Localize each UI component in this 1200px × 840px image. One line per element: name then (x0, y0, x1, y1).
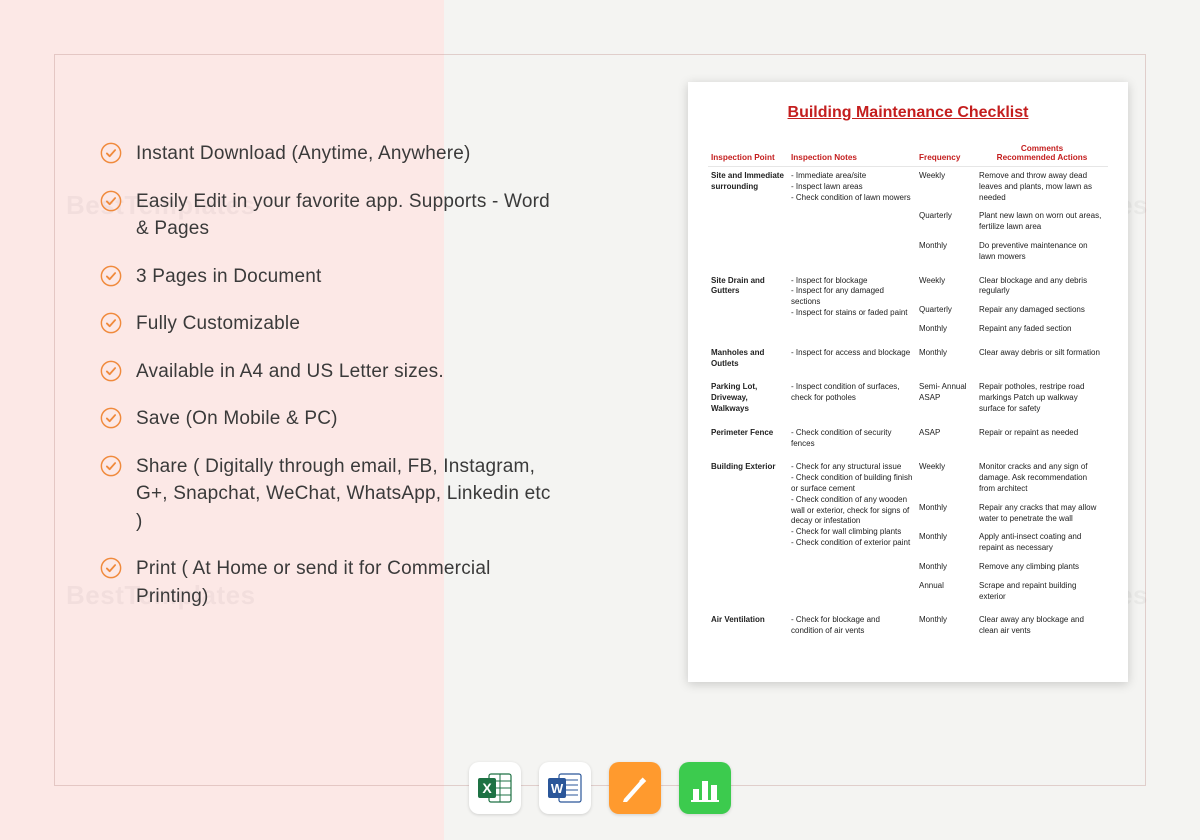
feature-text: Easily Edit in your favorite app. Suppor… (136, 188, 560, 243)
feature-item: Fully Customizable (100, 310, 560, 338)
inspection-notes: Check condition of security fences (788, 419, 916, 454)
comments-cell: Apply anti-insect coating and repaint as… (976, 528, 1108, 558)
word-icon[interactable]: W (539, 762, 591, 814)
check-icon (100, 455, 122, 477)
svg-text:X: X (482, 780, 492, 796)
inspection-point: Site Drain and Gutters (708, 267, 788, 339)
feature-text: Available in A4 and US Letter sizes. (136, 358, 444, 386)
feature-item: Available in A4 and US Letter sizes. (100, 358, 560, 386)
table-header: CommentsRecommended Actions (976, 140, 1108, 167)
comments-cell: Do preventive maintenance on lawn mowers (976, 237, 1108, 267)
check-icon (100, 360, 122, 382)
frequency-cell: Weekly (916, 167, 976, 208)
feature-text: Save (On Mobile & PC) (136, 405, 338, 433)
feature-text: 3 Pages in Document (136, 263, 321, 291)
comments-cell: Remove any climbing plants (976, 558, 1108, 577)
feature-text: Print ( At Home or send it for Commercia… (136, 555, 560, 610)
table-row: Parking Lot, Driveway, WalkwaysInspect c… (708, 373, 1108, 418)
comments-cell: Clear away any blockage and clean air ve… (976, 606, 1108, 641)
comments-cell: Clear blockage and any debris regularly (976, 267, 1108, 302)
inspection-point: Site and Immediate surrounding (708, 167, 788, 267)
comments-cell: Scrape and repaint building exterior (976, 577, 1108, 607)
feature-text: Fully Customizable (136, 310, 300, 338)
inspection-notes: Immediate area/siteInspect lawn areasChe… (788, 167, 916, 267)
table-row: Site and Immediate surroundingImmediate … (708, 167, 1108, 208)
table-header: Inspection Notes (788, 140, 916, 167)
check-icon (100, 265, 122, 287)
frequency-cell: Monthly (916, 237, 976, 267)
feature-item: Instant Download (Anytime, Anywhere) (100, 140, 560, 168)
checklist-table: Inspection PointInspection NotesFrequenc… (708, 140, 1108, 641)
feature-item: 3 Pages in Document (100, 263, 560, 291)
table-row: Manholes and OutletsInspect for access a… (708, 339, 1108, 374)
frequency-cell: Monthly (916, 499, 976, 529)
check-icon (100, 190, 122, 212)
inspection-point: Air Ventilation (708, 606, 788, 641)
inspection-point: Perimeter Fence (708, 419, 788, 454)
frequency-cell: Weekly (916, 453, 976, 498)
frequency-cell: Monthly (916, 606, 976, 641)
pages-icon[interactable] (609, 762, 661, 814)
feature-item: Easily Edit in your favorite app. Suppor… (100, 188, 560, 243)
check-icon (100, 407, 122, 429)
table-row: Air VentilationCheck for blockage and co… (708, 606, 1108, 641)
comments-cell: Repair any damaged sections (976, 301, 1108, 320)
frequency-cell: Weekly (916, 267, 976, 302)
inspection-notes: Inspect for access and blockage (788, 339, 916, 374)
check-icon (100, 312, 122, 334)
inspection-point: Parking Lot, Driveway, Walkways (708, 373, 788, 418)
frequency-cell: Semi- Annual ASAP (916, 373, 976, 418)
feature-list: Instant Download (Anytime, Anywhere) Easi… (100, 140, 560, 631)
frequency-cell: Monthly (916, 320, 976, 339)
excel-icon[interactable]: X (469, 762, 521, 814)
frequency-cell: Annual (916, 577, 976, 607)
inspection-notes: Check for any structural issueCheck cond… (788, 453, 916, 606)
inspection-notes: Inspect for blockageInspect for any dama… (788, 267, 916, 339)
feature-item: Share ( Digitally through email, FB, Ins… (100, 453, 560, 536)
table-header: Frequency (916, 140, 976, 167)
feature-item: Print ( At Home or send it for Commercia… (100, 555, 560, 610)
comments-cell: Repair any cracks that may allow water t… (976, 499, 1108, 529)
document-preview: Building Maintenance Checklist Inspectio… (688, 82, 1128, 682)
inspection-point: Manholes and Outlets (708, 339, 788, 374)
inspection-notes: Inspect condition of surfaces, check for… (788, 373, 916, 418)
numbers-icon[interactable] (679, 762, 731, 814)
document-title: Building Maintenance Checklist (708, 104, 1108, 122)
app-icon-row: XW (469, 762, 731, 814)
check-icon (100, 142, 122, 164)
comments-cell: Clear away debris or silt formation (976, 339, 1108, 374)
inspection-point: Building Exterior (708, 453, 788, 606)
comments-cell: Repair or repaint as needed (976, 419, 1108, 454)
table-row: Perimeter FenceCheck condition of securi… (708, 419, 1108, 454)
comments-cell: Monitor cracks and any sign of damage. A… (976, 453, 1108, 498)
frequency-cell: Quarterly (916, 207, 976, 237)
comments-cell: Remove and throw away dead leaves and pl… (976, 167, 1108, 208)
inspection-notes: Check for blockage and condition of air … (788, 606, 916, 641)
frequency-cell: Monthly (916, 528, 976, 558)
feature-text: Instant Download (Anytime, Anywhere) (136, 140, 471, 168)
table-header: Inspection Point (708, 140, 788, 167)
frequency-cell: Quarterly (916, 301, 976, 320)
comments-cell: Repaint any faded section (976, 320, 1108, 339)
feature-item: Save (On Mobile & PC) (100, 405, 560, 433)
frequency-cell: Monthly (916, 558, 976, 577)
frequency-cell: Monthly (916, 339, 976, 374)
table-row: Site Drain and GuttersInspect for blocka… (708, 267, 1108, 302)
comments-cell: Plant new lawn on worn out areas, fertil… (976, 207, 1108, 237)
comments-cell: Repair potholes, restripe road markings … (976, 373, 1108, 418)
feature-text: Share ( Digitally through email, FB, Ins… (136, 453, 560, 536)
svg-text:W: W (551, 781, 564, 796)
check-icon (100, 557, 122, 579)
table-row: Building ExteriorCheck for any structura… (708, 453, 1108, 498)
frequency-cell: ASAP (916, 419, 976, 454)
